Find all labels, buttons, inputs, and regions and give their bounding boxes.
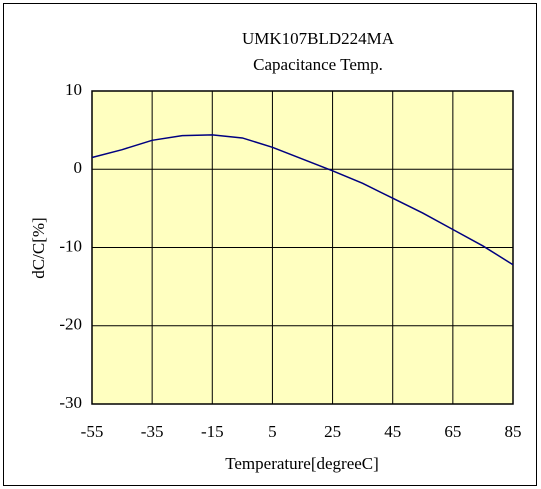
chart-subtitle: Capacitance Temp. bbox=[253, 55, 383, 74]
y-tick-label: -20 bbox=[59, 315, 82, 334]
x-tick-label: 5 bbox=[268, 422, 277, 441]
line-series bbox=[91, 134, 514, 266]
y-tick-label: -10 bbox=[59, 236, 82, 255]
x-tick-label: -15 bbox=[201, 422, 224, 441]
y-tick-label: 0 bbox=[74, 158, 83, 177]
x-tick-label: 25 bbox=[324, 422, 341, 441]
x-tick-label: -35 bbox=[141, 422, 164, 441]
y-tick-label: -30 bbox=[59, 393, 82, 412]
x-axis-label: Temperature[degreeC] bbox=[225, 454, 379, 473]
x-tick-label: 85 bbox=[505, 422, 522, 441]
x-tick-label: 45 bbox=[384, 422, 401, 441]
y-axis-label: dC/C[%] bbox=[29, 217, 48, 278]
chart-title: UMK107BLD224MA bbox=[242, 29, 395, 48]
x-tick-label: -55 bbox=[81, 422, 104, 441]
y-tick-label: 10 bbox=[65, 80, 82, 99]
x-tick-label: 65 bbox=[444, 422, 461, 441]
